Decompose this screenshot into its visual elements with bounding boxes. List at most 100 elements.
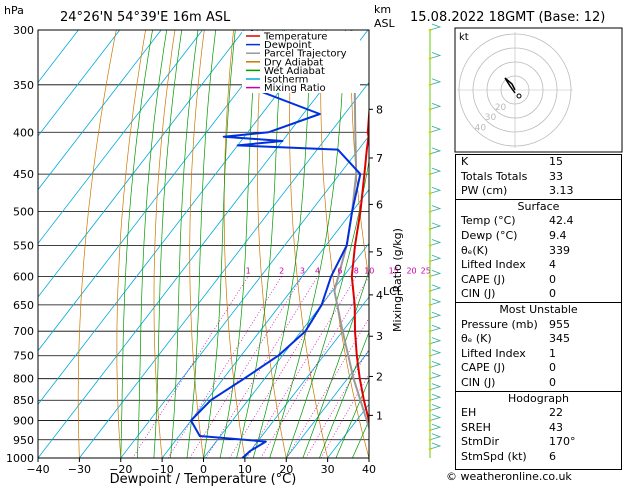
wind-barb xyxy=(429,239,442,246)
index-label: K xyxy=(461,155,469,168)
mixing-ratio-label: 3 xyxy=(300,266,305,275)
wind-barb xyxy=(429,205,442,212)
wind-barb xyxy=(429,393,442,401)
most-unstable-index-row: CIN (J) 0 xyxy=(456,376,621,391)
datetime-title: 15.08.2022 18GMT (Base: 12) xyxy=(410,10,605,25)
temperature-tick-label--10: −10 xyxy=(151,463,174,476)
surface-index-row: Lifted Index 4 xyxy=(456,258,621,273)
wet-adiabat-line xyxy=(285,158,369,458)
wind-marker xyxy=(428,428,432,432)
wind-barb xyxy=(429,186,442,194)
legend-label: Parcel Trajectory xyxy=(264,49,347,60)
wind-barb xyxy=(429,52,442,59)
hodograph-title: Hodograph xyxy=(508,391,569,405)
isotherm-line xyxy=(38,30,203,245)
wind-barb xyxy=(429,78,442,86)
km-tick-label: 3 xyxy=(376,330,383,343)
surface-index-label: Lifted Index xyxy=(461,258,526,272)
pressure-tick-label-650: 650 xyxy=(13,299,34,312)
most-unstable-index-label: CIN (J) xyxy=(461,375,496,389)
dry-adiabat-line xyxy=(257,30,287,458)
wind-marker xyxy=(428,28,432,32)
isotherm-line xyxy=(79,81,369,458)
wind-barb xyxy=(429,372,442,380)
pressure-tick-label-500: 500 xyxy=(13,206,34,219)
wind-barb xyxy=(429,337,442,345)
index-value: 33 xyxy=(549,169,563,183)
wind-marker xyxy=(428,329,432,333)
pressure-tick-label-800: 800 xyxy=(13,373,34,386)
most-unstable-index-label: CAPE (J) xyxy=(461,361,506,375)
index-value: 3.13 xyxy=(549,184,574,198)
wind-marker xyxy=(428,57,432,60)
wet-adiabat-line xyxy=(203,30,236,458)
temperature-tick-label-0: 0 xyxy=(200,463,207,476)
wind-marker xyxy=(428,152,432,156)
km-tick-label: 5 xyxy=(376,246,383,259)
mixing-ratio-label: 4 xyxy=(315,266,320,275)
mixing-ratio-line xyxy=(229,276,341,458)
hpa-label: hPa xyxy=(4,4,24,17)
wind-barb xyxy=(429,404,442,411)
wind-marker xyxy=(428,303,432,307)
temperature-line xyxy=(350,102,369,426)
wind-barb xyxy=(429,147,442,155)
wind-barb xyxy=(429,270,442,277)
temperature-tick-label-40: 40 xyxy=(362,463,376,476)
index-label: PW (cm) xyxy=(461,184,508,198)
wind-marker xyxy=(428,108,432,111)
wind-barb xyxy=(429,167,442,175)
wind-barb xyxy=(429,423,442,431)
most-unstable-index-row: Lifted Index 1 xyxy=(456,347,621,362)
legend-label: Dewpoint xyxy=(264,40,312,51)
wind-marker xyxy=(428,419,432,422)
legend-background xyxy=(242,31,360,93)
surface-index-row: Temp (°C) 42.4 xyxy=(456,214,621,229)
dry-adiabat-line xyxy=(189,30,205,458)
pressure-tick-label-700: 700 xyxy=(13,325,34,338)
wind-marker xyxy=(428,210,432,213)
asl-label: ASL xyxy=(374,17,396,30)
hodograph-index-label: SREH xyxy=(461,420,491,434)
mixing-ratio-label: 10 xyxy=(364,266,374,275)
wind-barb xyxy=(429,284,442,292)
copyright-footer: © weatheronline.co.uk xyxy=(446,470,572,483)
mixing-ratio-label: 25 xyxy=(421,266,431,275)
wind-marker xyxy=(428,354,432,358)
wind-marker xyxy=(428,409,432,412)
legend-label: Mixing Ratio xyxy=(264,83,326,94)
pressure-tick-label-950: 950 xyxy=(13,434,34,447)
wind-marker xyxy=(428,259,432,263)
isotherm-line xyxy=(38,30,121,137)
mixing-ratio-line xyxy=(167,276,282,458)
most-unstable-index-row: θₑ (K) 345 xyxy=(456,332,621,347)
wet-adiabat-line xyxy=(136,30,168,458)
pressure-tick-label-300: 300 xyxy=(13,24,34,37)
hodograph-index-label: StmSpd (kt) xyxy=(461,449,527,463)
surface-index-value: 0 xyxy=(549,287,556,301)
surface-index-label: CIN (J) xyxy=(461,287,496,301)
mixing-ratio-axis-label: Mixing Ratio (g/kg) xyxy=(391,228,404,332)
mixing-ratio-line xyxy=(260,276,369,458)
wind-barb xyxy=(429,361,442,368)
dry-adiabat-line xyxy=(223,30,246,458)
surface-index-label: Dewp (°C) xyxy=(461,228,518,242)
wind-marker xyxy=(428,83,432,87)
index-label: Totals Totals xyxy=(461,169,528,183)
most-unstable-index-label: Pressure (mb) xyxy=(461,317,538,331)
pressure-tick-label-900: 900 xyxy=(13,415,34,428)
pressure-tick-label-600: 600 xyxy=(13,270,34,283)
wind-barb xyxy=(429,349,442,357)
mixing-ratio-line xyxy=(286,317,369,458)
indices-panel: K 15 Totals Totals 33 PW (cm) 3.13 Surface Te… xyxy=(455,154,622,470)
surface-index-value: 42.4 xyxy=(549,214,574,228)
hodograph-index-row: SREH 43 xyxy=(456,421,621,436)
wet-adiabat-line xyxy=(335,378,369,458)
surface-index-row: θₑ(K) 339 xyxy=(456,244,621,259)
hodograph-index-row: StmDir 170° xyxy=(456,435,621,450)
mixing-ratio-label: 20 xyxy=(406,266,416,275)
most-unstable-index-value: 1 xyxy=(549,346,556,360)
pressure-tick-label-450: 450 xyxy=(13,168,34,181)
